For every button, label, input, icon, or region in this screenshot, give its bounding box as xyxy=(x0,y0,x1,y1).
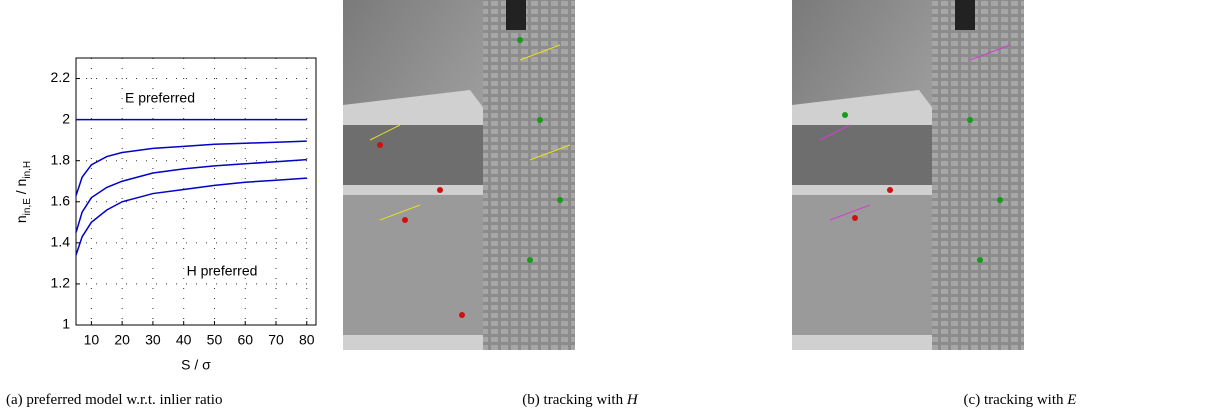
x-tick-label: 50 xyxy=(207,332,223,348)
y-tick-label: 2.2 xyxy=(51,69,71,85)
plot-frame xyxy=(76,58,316,325)
x-tick-label: 10 xyxy=(84,332,100,348)
caption-text: tracking with xyxy=(544,392,627,408)
y-label-part: in,H xyxy=(22,161,33,179)
series-line xyxy=(76,160,307,233)
photo-c xyxy=(792,0,1024,350)
caption-label: (a) xyxy=(6,392,23,408)
x-tick-label: 80 xyxy=(299,332,315,348)
y-tick-label: 1.8 xyxy=(51,151,71,167)
x-tick-label: 70 xyxy=(268,332,284,348)
x-tick-label: 60 xyxy=(237,332,253,348)
x-tick-label: 30 xyxy=(145,332,161,348)
caption-b: (b) tracking with H xyxy=(522,392,639,408)
y-label-part: in,E xyxy=(22,198,33,216)
x-tick-label: 20 xyxy=(114,332,130,348)
caption-var: E xyxy=(1066,392,1076,408)
caption-c: (c) tracking with E xyxy=(964,392,1077,408)
y-label-part: n xyxy=(13,215,29,223)
y-tick-label: 1 xyxy=(62,316,70,332)
y-tick-label: 2 xyxy=(62,110,70,126)
y-tick-label: 1.6 xyxy=(51,192,71,208)
y-tick-label: 1.4 xyxy=(51,234,71,250)
annotation: E preferred xyxy=(125,90,195,106)
x-tick-label: 40 xyxy=(176,332,192,348)
y-axis-label: nin,E / nin,H xyxy=(13,161,33,223)
figure: (a) preferred model w.r.t. inlier ratio … xyxy=(0,0,1232,418)
caption-label: (c) xyxy=(964,392,981,408)
annotation: H preferred xyxy=(187,263,258,279)
x-axis-label: S / σ xyxy=(181,357,211,373)
y-tick-label: 1.2 xyxy=(51,275,71,291)
series-line xyxy=(76,178,307,255)
caption-a: (a) preferred model w.r.t. inlier ratio xyxy=(6,392,222,408)
caption-var: H xyxy=(626,392,639,408)
y-label-part: / n xyxy=(13,179,29,198)
caption-text: tracking with xyxy=(984,392,1067,408)
caption-label: (b) xyxy=(522,392,540,408)
caption-text: preferred model w.r.t. inlier ratio xyxy=(26,392,222,408)
